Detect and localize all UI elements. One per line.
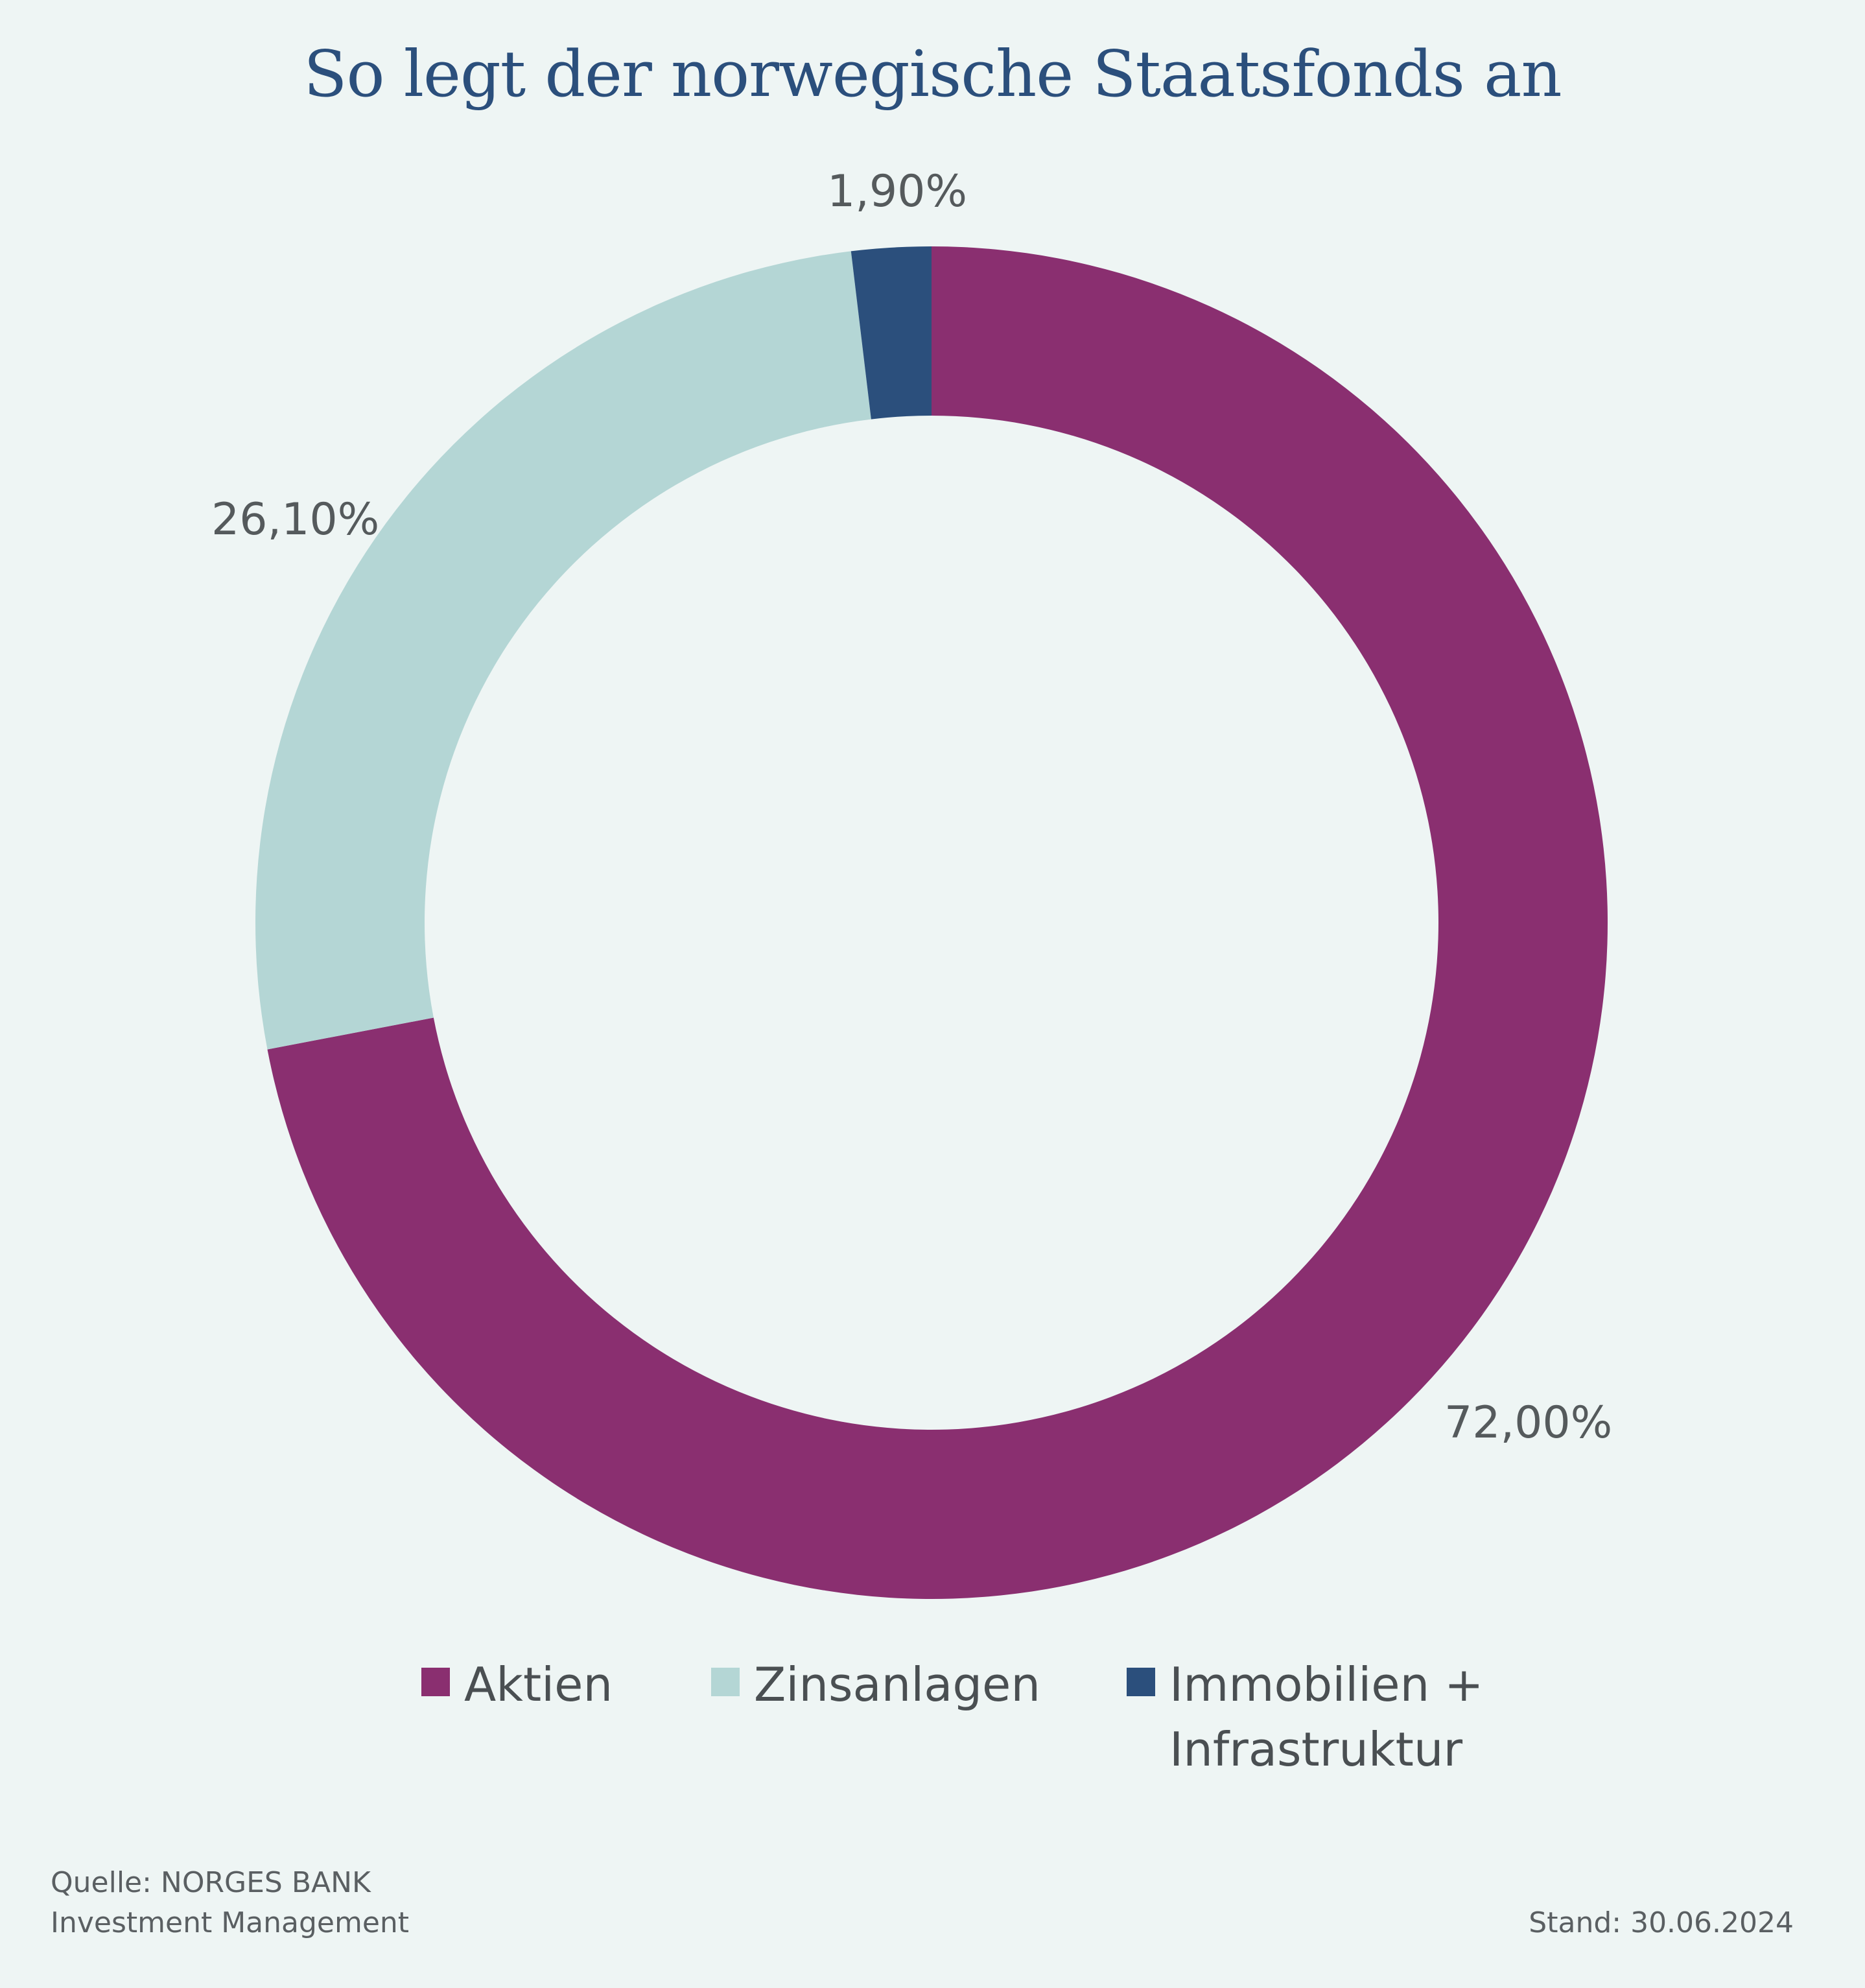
slice-label-zinsanlagen: 26,10% xyxy=(211,494,380,545)
legend-label-immobilien-line1: Immobilien + xyxy=(1169,1657,1484,1712)
slice-label-immobilien: 1,90% xyxy=(827,166,968,217)
legend-swatch-immobilien xyxy=(1127,1668,1155,1696)
legend-item-zinsanlagen: Zinsanlagen xyxy=(711,1652,1040,1717)
legend-item-aktien: Aktien xyxy=(421,1652,613,1717)
legend-label-aktien: Aktien xyxy=(464,1657,613,1712)
donut-chart xyxy=(255,246,1608,1599)
legend-swatch-aktien xyxy=(421,1668,450,1696)
date-note: Stand: 30.06.2024 xyxy=(1529,1906,1794,1939)
legend-label-immobilien: Immobilien + Infrastruktur xyxy=(1169,1652,1483,1782)
legend-item-immobilien: Immobilien + Infrastruktur xyxy=(1127,1652,1483,1782)
legend-label-zinsanlagen: Zinsanlagen xyxy=(754,1657,1040,1712)
source-line-1: Quelle: NORGES BANK xyxy=(51,1866,371,1899)
source-note: Quelle: NORGES BANK Investment Managemen… xyxy=(51,1863,409,1943)
legend-swatch-zinsanlagen xyxy=(711,1668,740,1696)
source-line-2: Investment Management xyxy=(51,1906,410,1939)
donut-slice-immobilien xyxy=(850,246,932,420)
donut-slice-zinsanlagen xyxy=(255,251,871,1050)
legend-label-immobilien-line2: Infrastruktur xyxy=(1169,1722,1463,1777)
chart-title: So legt der norwegische Staatsfonds an xyxy=(303,38,1562,112)
slice-label-aktien: 72,00% xyxy=(1444,1397,1613,1449)
